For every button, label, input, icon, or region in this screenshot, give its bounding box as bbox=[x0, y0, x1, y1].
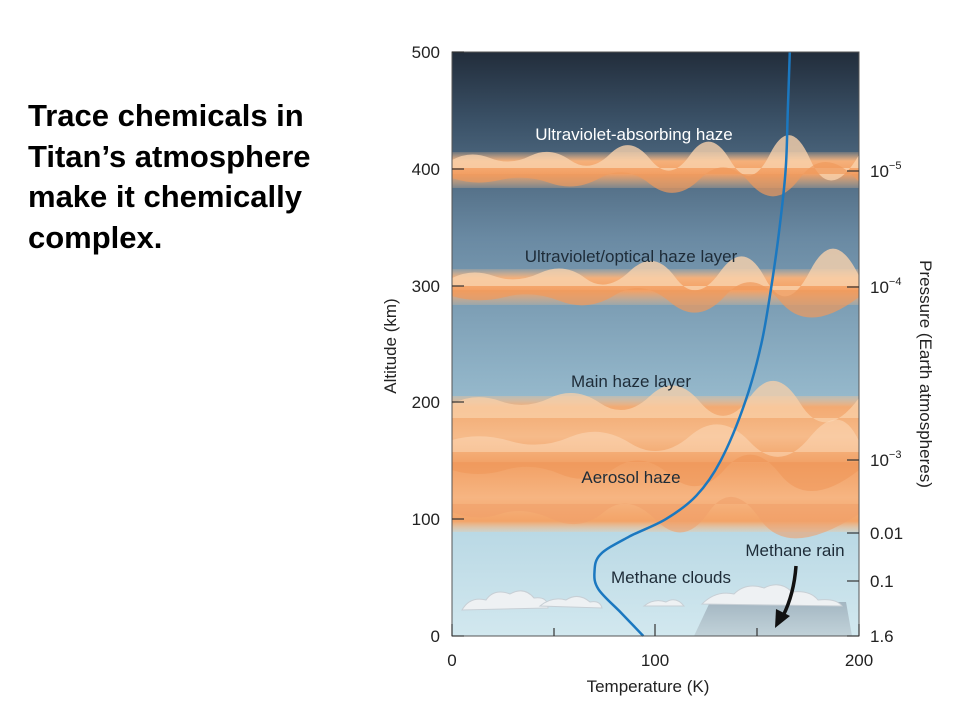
slide-text-line: complex. bbox=[28, 219, 163, 255]
pressure-tick-exponent: −4 bbox=[889, 276, 902, 288]
pressure-tick-base: 10 bbox=[870, 451, 889, 470]
pressure-tick: 0.01 bbox=[870, 524, 903, 543]
altitude-tick: 400 bbox=[412, 160, 440, 179]
slide-text-line: Titan’s atmosphere bbox=[28, 138, 311, 174]
slide-text-line: Trace chemicals in bbox=[28, 98, 304, 133]
temperature-tick: 100 bbox=[641, 651, 669, 670]
uv-absorbing-haze-band bbox=[452, 135, 859, 197]
aerosol-haze-label: Aerosol haze bbox=[581, 468, 680, 487]
altitude-tick: 200 bbox=[412, 393, 440, 412]
uv-absorbing-haze-label: Ultraviolet-absorbing haze bbox=[535, 125, 733, 144]
main-haze-label: Main haze layer bbox=[571, 372, 691, 391]
left-axis bbox=[452, 51, 464, 637]
altitude-tick: 500 bbox=[412, 43, 440, 62]
methane-clouds bbox=[461, 584, 844, 611]
pressure-axis-title: Pressure (Earth atmospheres) bbox=[916, 260, 935, 488]
altitude-tick: 300 bbox=[412, 277, 440, 296]
methane-rain-shaft bbox=[694, 602, 852, 636]
pressure-tick: 10−3 bbox=[870, 449, 901, 470]
altitude-tick: 0 bbox=[431, 627, 440, 646]
pressure-tick-base: 1.6 bbox=[870, 627, 894, 646]
uv-optical-haze-label: Ultraviolet/optical haze layer bbox=[525, 247, 738, 266]
pressure-tick-base: 0.01 bbox=[870, 524, 903, 543]
pressure-tick: 10−5 bbox=[870, 160, 901, 181]
main-haze-band bbox=[452, 380, 859, 539]
temperature-profile-line bbox=[593, 51, 792, 637]
altitude-axis-title: Altitude (km) bbox=[381, 298, 400, 393]
methane-clouds-label: Methane clouds bbox=[611, 568, 731, 587]
pressure-tick: 10−4 bbox=[870, 276, 901, 297]
temperature-tick: 200 bbox=[845, 651, 873, 670]
methane-rain-arrow bbox=[775, 565, 798, 628]
pressure-tick: 0.1 bbox=[870, 572, 894, 591]
temperature-axis-title: Temperature (K) bbox=[587, 677, 710, 696]
right-axis bbox=[847, 170, 859, 637]
pressure-tick-exponent: −5 bbox=[889, 160, 902, 172]
bottom-axis bbox=[451, 624, 860, 636]
pressure-tick-base: 0.1 bbox=[870, 572, 894, 591]
altitude-tick: 100 bbox=[412, 510, 440, 529]
uv-optical-haze-band bbox=[452, 248, 859, 318]
pressure-tick: 1.6 bbox=[870, 627, 894, 646]
methane-rain-label: Methane rain bbox=[745, 541, 844, 560]
slide-text: Trace chemicals in Titan’s atmosphere ma… bbox=[28, 96, 373, 258]
temperature-tick: 0 bbox=[447, 651, 456, 670]
pressure-tick-base: 10 bbox=[870, 162, 889, 181]
pressure-tick-exponent: −3 bbox=[889, 449, 902, 461]
pressure-tick-base: 10 bbox=[870, 278, 889, 297]
slide-text-line: make it chemically bbox=[28, 179, 302, 214]
